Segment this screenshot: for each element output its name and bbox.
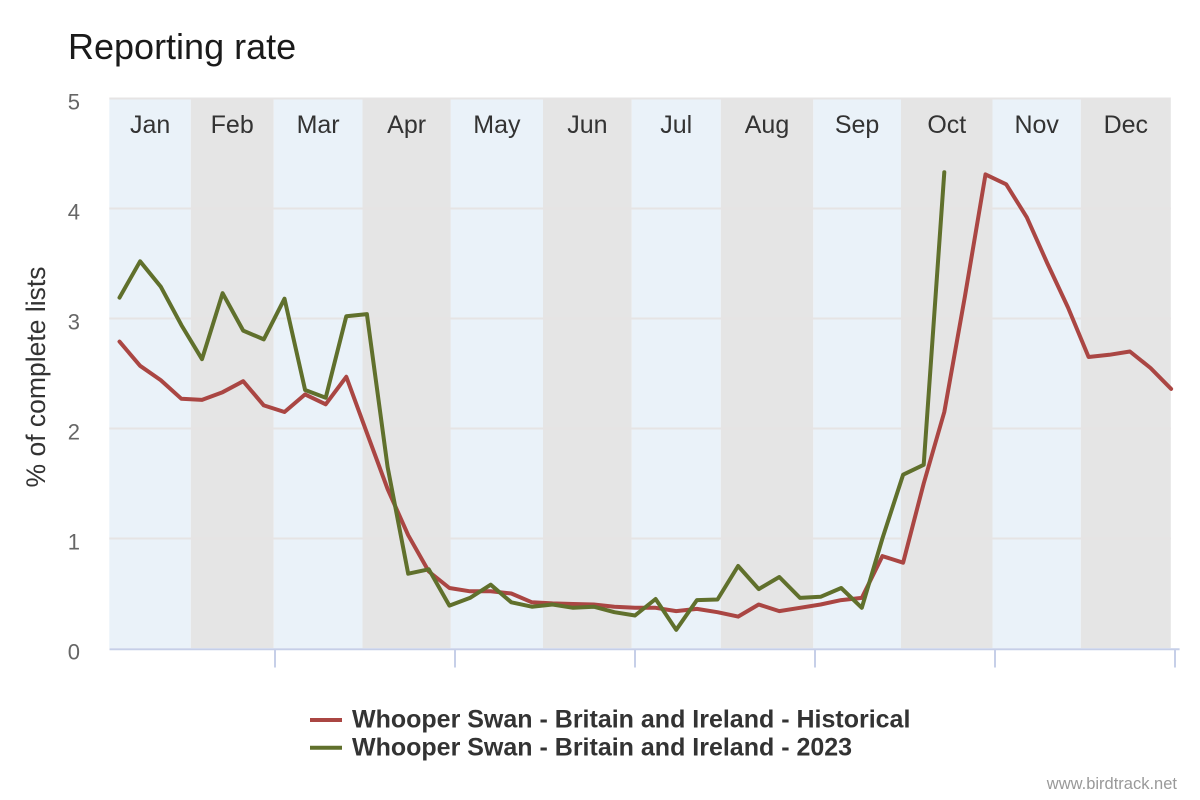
svg-text:Whooper Swan - Britain and Ire: Whooper Swan - Britain and Ireland - 202…	[352, 733, 852, 761]
svg-text:5: 5	[68, 90, 80, 115]
svg-text:0: 0	[68, 640, 80, 665]
svg-text:% of complete lists: % of complete lists	[21, 267, 51, 488]
svg-text:2: 2	[68, 420, 80, 445]
svg-text:Jan: Jan	[130, 111, 170, 139]
svg-text:3: 3	[68, 310, 80, 335]
svg-text:Jul: Jul	[660, 111, 692, 139]
svg-text:Oct: Oct	[927, 111, 966, 139]
svg-text:4: 4	[68, 200, 80, 225]
svg-text:May: May	[473, 111, 521, 139]
svg-text:Reporting rate: Reporting rate	[68, 26, 296, 67]
svg-text:Jun: Jun	[567, 111, 607, 139]
svg-text:Aug: Aug	[745, 111, 789, 139]
svg-text:Whooper Swan - Britain and Ire: Whooper Swan - Britain and Ireland - His…	[352, 706, 910, 734]
svg-text:Mar: Mar	[297, 111, 340, 139]
svg-text:Feb: Feb	[211, 111, 254, 139]
svg-text:Dec: Dec	[1104, 111, 1148, 139]
svg-text:Apr: Apr	[387, 111, 426, 139]
svg-text:1: 1	[68, 530, 80, 555]
svg-text:Sep: Sep	[835, 111, 879, 139]
svg-text:www.birdtrack.net: www.birdtrack.net	[1046, 775, 1178, 793]
svg-text:Nov: Nov	[1014, 111, 1059, 139]
